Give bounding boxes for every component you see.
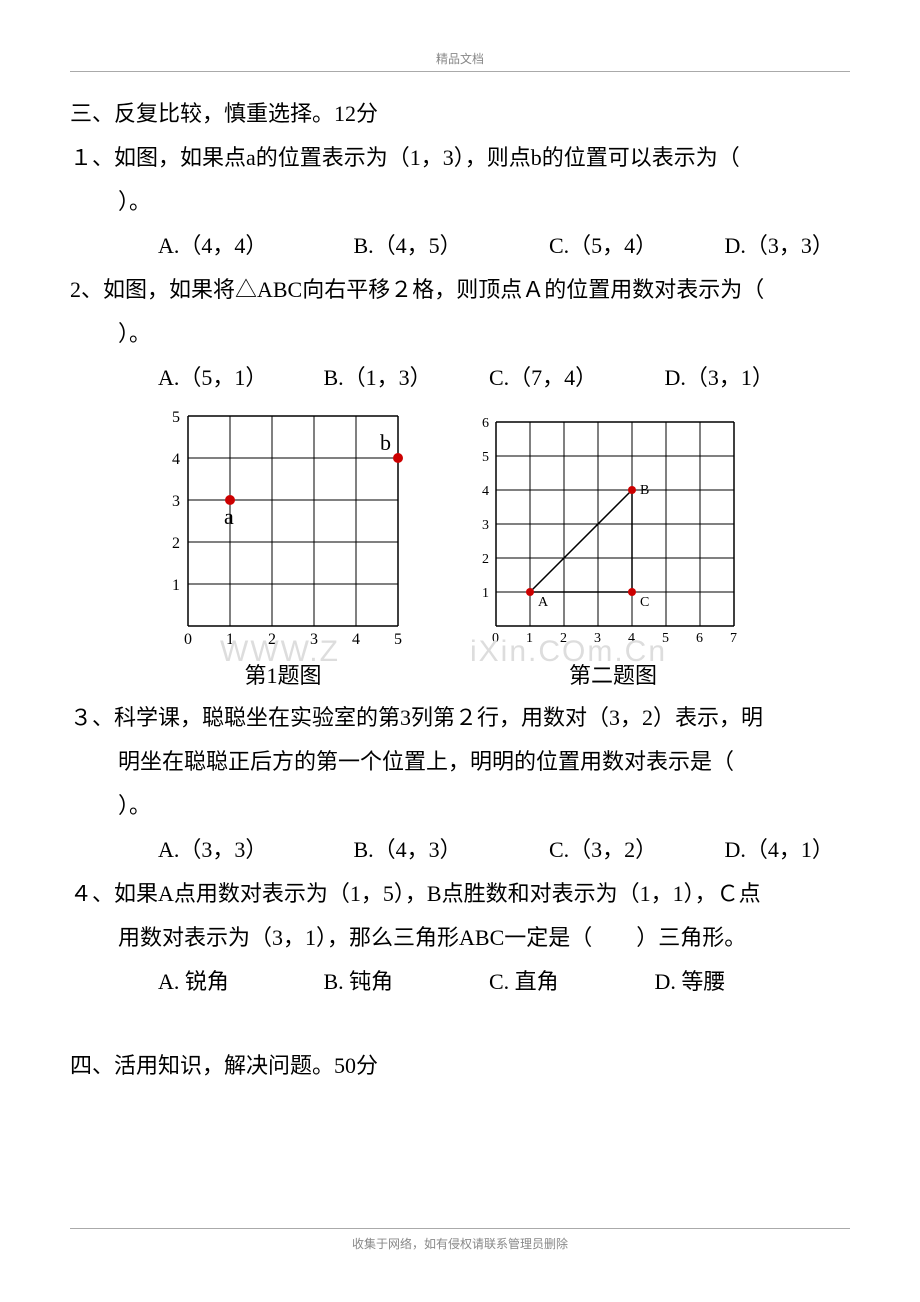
svg-text:B: B	[640, 483, 649, 498]
q3-opt-a: A.（3，3）	[158, 828, 348, 872]
svg-text:7: 7	[730, 631, 737, 646]
svg-text:2: 2	[482, 552, 489, 567]
q1-text: １、如图，如果点a的位置表示为（1，3），则点b的位置可以表示为（	[70, 136, 850, 180]
page-header: 精品文档	[70, 50, 850, 72]
q4-opt-b: B. 钝角	[324, 960, 484, 1004]
svg-text:C: C	[640, 595, 649, 610]
figure-2: 0 1 2 3 4 5 6 7 1 2 3 4 5 6 A B C 第二题图	[468, 406, 758, 696]
q1-opt-b: B.（4，5）	[354, 224, 544, 268]
q2-text-tail: ）。	[70, 312, 850, 356]
svg-text:5: 5	[394, 631, 402, 648]
q4-opt-c: C. 直角	[489, 960, 649, 1004]
figure-2-svg: 0 1 2 3 4 5 6 7 1 2 3 4 5 6 A B C	[468, 406, 758, 656]
q3-line1: ３、科学课，聪聪坐在实验室的第3列第２行，用数对（3，2）表示，明	[70, 696, 850, 740]
q2-options: A.（5，1） B.（1，3） C.（7，4） D.（3，1）	[70, 356, 850, 400]
q2-opt-d: D.（3，1）	[665, 356, 774, 400]
q2-opt-c: C.（7，4）	[489, 356, 659, 400]
svg-text:3: 3	[310, 631, 318, 648]
svg-text:5: 5	[482, 450, 489, 465]
svg-text:2: 2	[560, 631, 567, 646]
q4-line2: 用数对表示为（3，1），那么三角形ABC一定是（ ）三角形。	[70, 916, 850, 960]
q1-options: A.（4，4） B.（4，5） C.（5，4） D.（3，3）	[70, 224, 850, 268]
figure-1-caption: 第1题图	[244, 656, 321, 696]
svg-text:4: 4	[628, 631, 635, 646]
figure-2-caption: 第二题图	[569, 656, 657, 696]
q2-text: 2、如图，如果将△ABC向右平移２格，则顶点Ａ的位置用数对表示为（	[70, 268, 850, 312]
svg-text:A: A	[538, 595, 549, 610]
svg-text:1: 1	[482, 586, 489, 601]
figure-1: 0 1 2 3 4 5 1 2 3 4 5 a b 第1题图	[158, 406, 408, 696]
q3-opt-b: B.（4，3）	[354, 828, 544, 872]
q3-opt-c: C.（3，2）	[549, 828, 719, 872]
svg-text:2: 2	[172, 535, 180, 552]
svg-text:1: 1	[172, 577, 180, 594]
svg-text:3: 3	[172, 493, 180, 510]
q3-line2: 明坐在聪聪正后方的第一个位置上，明明的位置用数对表示是（	[70, 740, 850, 784]
svg-text:4: 4	[482, 484, 489, 499]
q1-text-tail: ）。	[70, 180, 850, 224]
q4-opt-d: D. 等腰	[655, 960, 726, 1004]
svg-text:1: 1	[226, 631, 234, 648]
svg-text:b: b	[380, 430, 391, 455]
figure-1-svg: 0 1 2 3 4 5 1 2 3 4 5 a b	[158, 406, 408, 656]
q4-line1: ４、如果A点用数对表示为（1，5），B点胜数和对表示为（1，1），Ｃ点	[70, 872, 850, 916]
svg-text:4: 4	[172, 451, 180, 468]
q4-opt-a: A. 锐角	[158, 960, 318, 1004]
section-3-title: 三、反复比较，慎重选择。12分	[70, 92, 850, 136]
section-4-title: 四、活用知识，解决问题。50分	[70, 1044, 850, 1088]
svg-text:5: 5	[662, 631, 669, 646]
svg-text:5: 5	[172, 409, 180, 426]
svg-text:6: 6	[696, 631, 703, 646]
svg-text:6: 6	[482, 416, 489, 431]
figures-row: 0 1 2 3 4 5 1 2 3 4 5 a b 第1题图 0 1 2 3 4 5 6 7 1 2 3 4 5 6 A B C 第二题…	[70, 406, 850, 696]
page-footer: 收集于网络，如有侵权请联系管理员删除	[0, 1228, 920, 1252]
q2-opt-b: B.（1，3）	[324, 356, 484, 400]
svg-text:0: 0	[184, 631, 192, 648]
q1-opt-a: A.（4，4）	[158, 224, 348, 268]
svg-text:0: 0	[492, 631, 499, 646]
q1-opt-c: C.（5，4）	[549, 224, 719, 268]
svg-text:2: 2	[268, 631, 276, 648]
q1-opt-d: D.（3，3）	[725, 224, 834, 268]
q2-opt-a: A.（5，1）	[158, 356, 318, 400]
q3-options: A.（3，3） B.（4，3） C.（3，2） D.（4，1）	[70, 828, 850, 872]
q3-opt-d: D.（4，1）	[725, 828, 834, 872]
svg-text:3: 3	[594, 631, 601, 646]
q3-line3: ）。	[70, 784, 850, 828]
svg-text:4: 4	[352, 631, 360, 648]
svg-text:a: a	[224, 504, 234, 529]
svg-text:1: 1	[526, 631, 533, 646]
svg-text:3: 3	[482, 518, 489, 533]
q4-options: A. 锐角 B. 钝角 C. 直角 D. 等腰	[70, 960, 850, 1004]
